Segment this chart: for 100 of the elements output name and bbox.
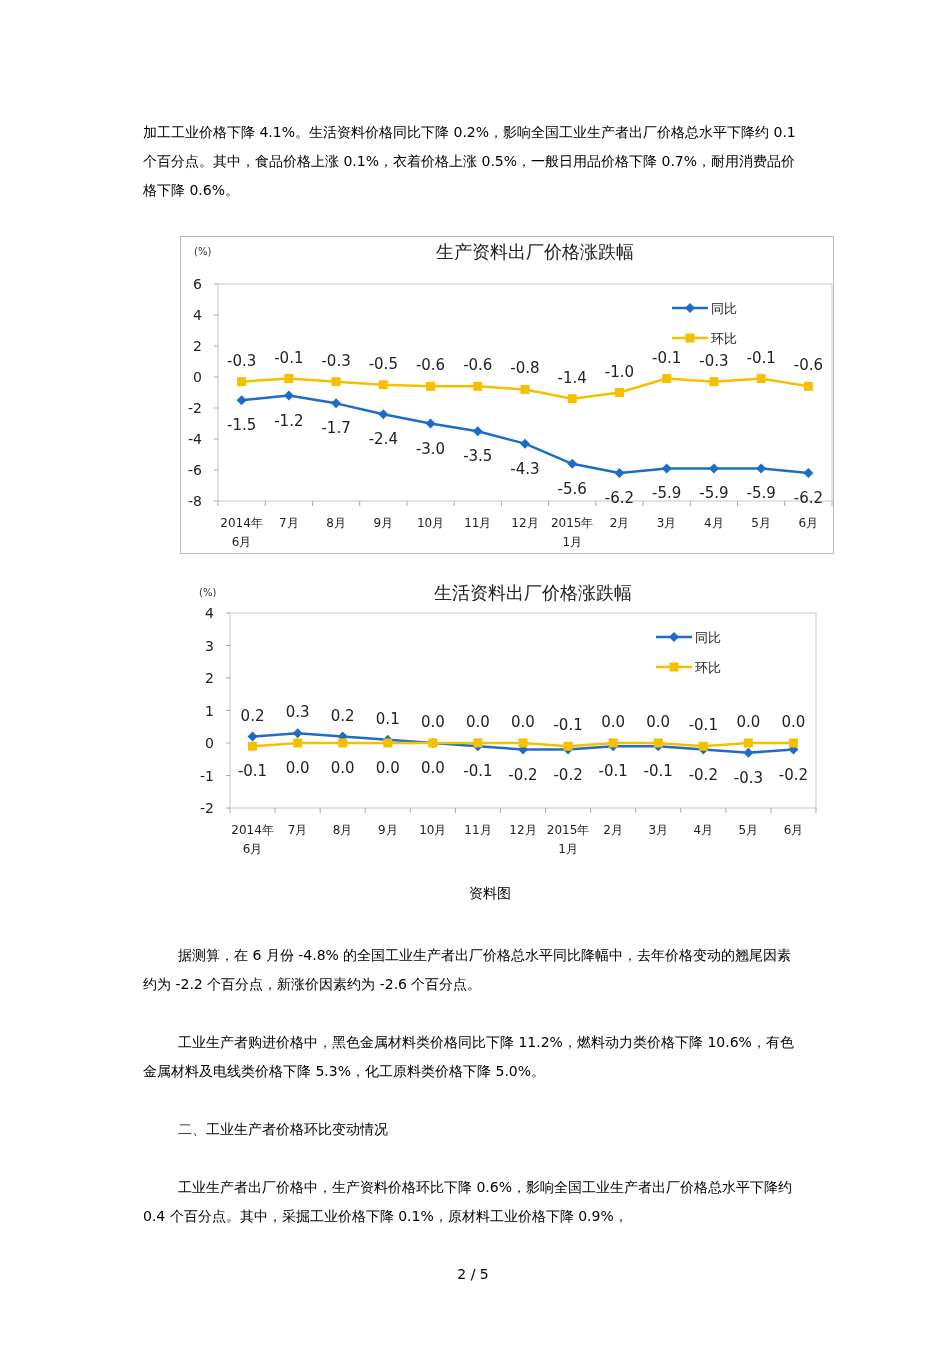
x-tick-label: 11月 (464, 516, 492, 530)
legend-label: 同比 (711, 301, 737, 316)
data-label: 0.0 (375, 759, 400, 777)
point (473, 381, 483, 391)
data-label: -1.2 (274, 411, 304, 430)
point (378, 409, 389, 420)
point (383, 738, 393, 748)
data-label: -4.3 (510, 459, 540, 478)
data-label: -0.2 (778, 765, 809, 784)
y-tick-label: 1 (205, 702, 214, 719)
point (338, 738, 348, 748)
y-tick-label: -2 (188, 400, 202, 416)
legend-label: 环比 (695, 660, 721, 675)
x-tick-label: 12月 (509, 823, 537, 837)
y-axis-title: (%) (194, 246, 212, 257)
data-label: -5.9 (652, 484, 682, 503)
data-label: -0.2 (508, 765, 538, 784)
text: 加工工业价格下降 4.1%。生活资料价格同比下降 0.2%，影响全国工业生产者出厂价格总水平下降约 0.1 个百分点。其中，食品价格上涨 0.1%，衣着价格上涨 0.5%，一般日用品价格下降 0.7%，耐用消费品价格下降 0.6%。 (143, 123, 797, 200)
point (743, 738, 753, 748)
point (292, 728, 303, 739)
point (425, 418, 436, 429)
data-label: 0.0 (511, 713, 535, 731)
data-label: 0.0 (330, 759, 355, 777)
x-tick-label: 2015年 1月 (550, 516, 594, 549)
data-label: -5.9 (746, 484, 776, 503)
data-label: -5.9 (699, 484, 729, 503)
data-label: -0.2 (553, 765, 583, 784)
point (473, 738, 483, 748)
x-tick-label: 12月 (511, 516, 539, 530)
text: 据测算，在 6 月份 -4.8% 的全国工业生产者出厂价格总水平同比降幅中，去年价格变动的翘尾因素约为 -2.2 个百分点，新涨价因素约为 -2.6 个百分点。 (143, 946, 793, 994)
data-label: 0.1 (375, 709, 400, 728)
x-tick-label: 2015年 1月 (546, 823, 590, 856)
x-tick-label: 7月 (287, 823, 308, 837)
legend-label: 同比 (695, 630, 721, 645)
point (653, 738, 663, 748)
point (237, 377, 247, 387)
data-label: -1.0 (604, 362, 635, 381)
data-label: -0.1 (746, 348, 776, 367)
x-tick-label: 2月 (603, 823, 623, 837)
x-tick-label: 8月 (332, 823, 353, 837)
text: 资料图 (469, 885, 511, 901)
point (426, 381, 436, 391)
data-label: 0.0 (601, 713, 626, 731)
point (331, 377, 341, 387)
point (661, 463, 672, 474)
data-label: -5.6 (557, 479, 587, 498)
data-label: 0.0 (285, 759, 310, 777)
x-tick-label: 3月 (656, 516, 677, 530)
y-tick-label: 4 (193, 307, 203, 323)
y-tick-label: 0 (205, 735, 214, 751)
point (247, 731, 258, 742)
point (378, 380, 388, 390)
point (662, 374, 672, 384)
data-label: -1.7 (321, 419, 351, 438)
data-label: -0.3 (699, 351, 729, 370)
data-label: 0.2 (240, 706, 265, 725)
point (614, 468, 625, 479)
point (293, 738, 303, 748)
data-label: -0.1 (652, 348, 682, 367)
x-tick-label: 5月 (738, 823, 759, 837)
point (284, 374, 294, 384)
legend-label: 环比 (711, 331, 737, 346)
data-label: -0.1 (553, 716, 583, 735)
data-label: 0.0 (420, 713, 445, 731)
x-tick-label: 9月 (373, 516, 394, 530)
point (563, 741, 573, 751)
point (567, 394, 577, 404)
x-tick-label: 10月 (416, 516, 445, 530)
y-tick-label: -8 (188, 493, 202, 509)
y-tick-label: -1 (200, 767, 214, 784)
point (756, 463, 767, 474)
text: 二、工业生产者价格环比变动情况 (177, 1120, 389, 1139)
data-label: 0.0 (736, 713, 761, 731)
chart-title: 生产资料出厂价格涨跌幅 (436, 241, 634, 262)
x-tick-label: 2月 (609, 516, 630, 530)
data-label: -0.1 (643, 762, 673, 781)
data-label: -0.5 (368, 354, 398, 373)
data-label: -0.2 (688, 765, 718, 784)
data-label: -2.4 (368, 430, 398, 449)
x-tick-label: 8月 (326, 516, 346, 530)
x-tick-label: 10月 (419, 823, 447, 837)
point (743, 747, 754, 758)
y-tick-label: 6 (193, 276, 203, 292)
point (788, 738, 798, 748)
point (756, 374, 766, 384)
data-label: 0.0 (646, 713, 671, 731)
y-tick-label: -2 (200, 800, 214, 816)
data-label: 0.0 (781, 713, 806, 731)
data-label: -3.5 (463, 447, 493, 466)
x-tick-label: 2014年 6月 (231, 823, 274, 856)
x-tick-label: 9月 (377, 823, 398, 837)
x-tick-label: 4月 (693, 823, 714, 837)
data-label: -1.5 (226, 416, 257, 435)
text: 工业生产者购进价格中，黑色金属材料类价格同比下降 11.2%，燃料动力类价格下降 10.6%，有色金属材料及电线类价格下降 5.3%，化工原料类价格下降 5.0%。 (143, 1033, 795, 1081)
data-label: -0.1 (237, 762, 268, 781)
point (520, 438, 530, 449)
x-tick-label: 6月 (798, 516, 819, 530)
data-label: -1.4 (557, 368, 587, 387)
data-label: -0.1 (463, 762, 493, 781)
data-label: -0.1 (688, 716, 718, 735)
